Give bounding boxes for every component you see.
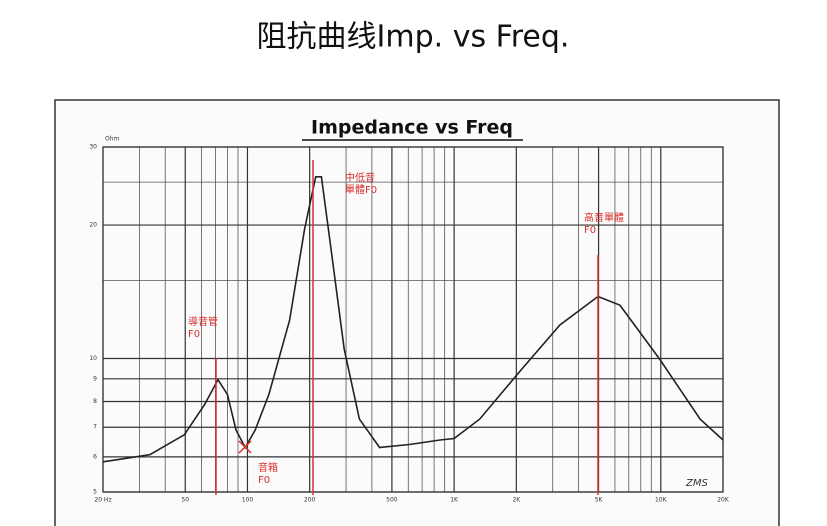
annotation-lines — [215, 160, 599, 495]
plot: 20 Hz 50 100 200 500 1K 2K 5K 10K 20K 5 6 7 8 9 10 20 30 — [89, 144, 729, 504]
scan-frame — [54, 99, 780, 526]
annotation: F0 — [584, 225, 596, 236]
y-tick-label: 7 — [93, 424, 97, 431]
x-tick-label: 500 — [386, 497, 398, 504]
x-tick-label: 100 — [242, 497, 254, 504]
annotation: 音箱 — [258, 461, 278, 474]
page-title: 阻抗曲线Imp. vs Freq. — [257, 20, 570, 55]
x-tick-label: 200 — [304, 497, 316, 504]
impedance-curve — [102, 176, 724, 463]
x-tick-label: 50 — [181, 497, 189, 504]
annotation: F0 — [188, 329, 200, 340]
y-tick-label: 20 — [89, 222, 97, 229]
x-tick-label: 10K — [655, 497, 668, 504]
annotation: 導音管 — [188, 315, 218, 328]
signature: ZMS — [685, 478, 708, 489]
x-tick-label: 20K — [717, 497, 730, 504]
x-tick-label: 5K — [595, 497, 604, 504]
x-tick-label: 2K — [512, 497, 521, 504]
y-tick-label: 30 — [89, 144, 97, 151]
y-tick-label: 10 — [89, 355, 97, 362]
y-tick-label: 8 — [93, 398, 97, 405]
y-tick-label: 6 — [93, 453, 97, 460]
y-tick-label: 5 — [93, 489, 97, 496]
annotation: 高音單體 — [584, 211, 624, 224]
annotation: 中低音 — [345, 171, 375, 184]
annotation: F0 — [258, 475, 270, 486]
y-tick-label: 9 — [93, 375, 97, 382]
annotation: 單體F0 — [345, 184, 377, 196]
chart-title: Impedance vs Freq — [311, 117, 513, 139]
y-unit: Ohm — [105, 136, 120, 143]
x-tick-label: 20 Hz — [94, 497, 111, 504]
x-tick-label: 1K — [450, 497, 459, 504]
